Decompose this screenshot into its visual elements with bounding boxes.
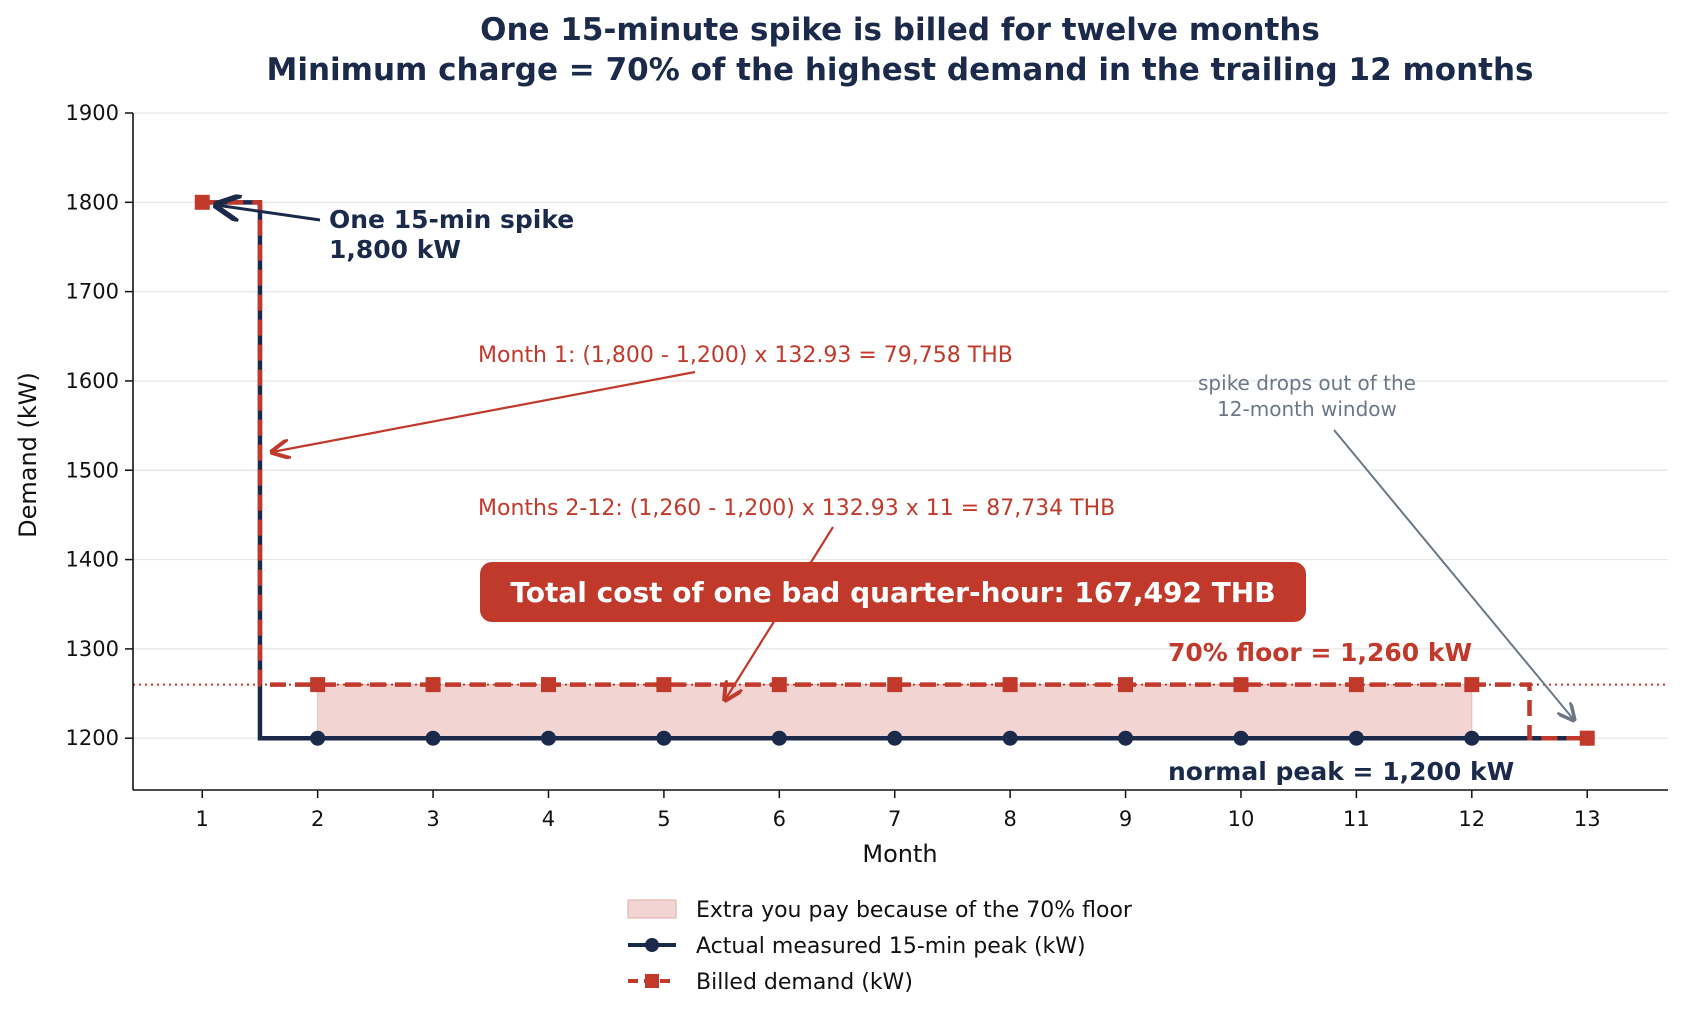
y-tick-label-1300: 1300 (66, 637, 119, 661)
total-cost-box: Total cost of one bad quarter-hour: 167,… (480, 562, 1306, 622)
actual-peak-point-month-7 (887, 730, 903, 746)
billed-demand-point-month-5 (656, 677, 672, 693)
billed-demand-point-month-12 (1464, 677, 1480, 693)
x-tick-label-1: 1 (196, 807, 209, 831)
legend-label-extra: Extra you pay because of the 70% floor (696, 898, 1133, 923)
legend-item-actual: Actual measured 15-min peak (kW) (628, 934, 1086, 959)
y-tick-label-1900: 1900 (66, 101, 119, 125)
legend-label-actual: Actual measured 15-min peak (kW) (696, 934, 1086, 959)
actual-peak-point-month-6 (771, 730, 787, 746)
actual-peak-point-month-11 (1348, 730, 1364, 746)
actual-peak-point-month-9 (1118, 730, 1134, 746)
chart-title: One 15-minute spike is billed for twelve… (480, 12, 1320, 48)
months2-12-label: Months 2-12: (1,260 - 1,200) x 132.93 x … (478, 496, 1115, 521)
billed-demand-point-month-11 (1348, 677, 1364, 693)
total-cost-label: Total cost of one bad quarter-hour: 167,… (510, 576, 1275, 609)
y-tick-label-1400: 1400 (66, 548, 119, 572)
actual-peak-point-month-2 (310, 730, 326, 746)
actual-peak-line (202, 200, 1588, 741)
x-tick-label-11: 11 (1343, 807, 1370, 831)
window-drop-label-line1: spike drops out of the (1198, 371, 1416, 395)
x-tick-label-2: 2 (311, 807, 324, 831)
billed-demand-point-month-9 (1118, 677, 1134, 693)
legend-item-billed: Billed demand (kW) (628, 970, 913, 995)
x-tick-label-3: 3 (426, 807, 439, 831)
billed-demand-point-month-2 (310, 677, 326, 693)
actual-peak-point-month-3 (425, 730, 441, 746)
total-cost-background (480, 562, 1306, 622)
y-tick-label-1500: 1500 (66, 458, 119, 482)
month1-label: Month 1: (1,800 - 1,200) x 132.93 = 79,7… (478, 343, 1013, 368)
legend-item-extra: Extra you pay because of the 70% floor (627, 898, 1133, 923)
gridlines (133, 112, 1668, 739)
billed-demand-point-month-13 (1579, 730, 1595, 746)
x-tick-label-7: 7 (888, 807, 901, 831)
spike-label-line2: 1,800 kW (329, 235, 461, 264)
x-axis-label: Month (862, 840, 937, 868)
actual-peak-point-month-8 (1002, 730, 1018, 746)
window-drop-arrow (1333, 429, 1574, 720)
billed-demand-point-month-6 (771, 677, 787, 693)
y-tick-label-1700: 1700 (66, 280, 119, 304)
actual-peak-point-month-12 (1464, 730, 1480, 746)
extra-cost-region (317, 684, 1473, 739)
x-tick-label-8: 8 (1003, 807, 1016, 831)
y-tick-label-1800: 1800 (66, 190, 119, 214)
normal-peak-label: normal peak = 1,200 kW (1168, 757, 1514, 786)
legend-label-billed: Billed demand (kW) (696, 970, 913, 995)
x-tick-label-13: 13 (1574, 807, 1601, 831)
billed-demand-point-month-1 (194, 194, 210, 210)
legend: Extra you pay because of the 70% floor A… (627, 898, 1133, 995)
y-tick-label-1200: 1200 (66, 726, 119, 750)
x-tick-label-12: 12 (1458, 807, 1485, 831)
months2-12-annotation: Months 2-12: (1,260 - 1,200) x 132.93 x … (478, 496, 1115, 700)
floor-label: 70% floor = 1,260 kW (1168, 638, 1472, 667)
extra-cost-area (317, 684, 1473, 739)
actual-peak-point-month-5 (656, 730, 672, 746)
legend-marker-billed (645, 974, 659, 988)
x-tick-label-10: 10 (1228, 807, 1255, 831)
chart-subtitle: Minimum charge = 70% of the highest dema… (267, 52, 1534, 88)
month1-annotation: Month 1: (1,800 - 1,200) x 132.93 = 79,7… (272, 343, 1013, 452)
y-axis-label: Demand (kW) (14, 372, 42, 538)
month1-arrow (272, 370, 696, 452)
x-tick-label-9: 9 (1119, 807, 1132, 831)
billed-demand-point-month-10 (1233, 677, 1249, 693)
series-lines (194, 194, 1595, 746)
billed-demand-point-month-3 (425, 677, 441, 693)
window-drop-label-line2: 12-month window (1217, 397, 1397, 421)
spike-label-line1: One 15-min spike (329, 205, 574, 234)
x-tick-label-5: 5 (657, 807, 670, 831)
x-tick-label-4: 4 (542, 807, 555, 831)
billed-demand-point-month-7 (887, 677, 903, 693)
actual-peak-point-month-10 (1233, 730, 1249, 746)
billed-demand-point-month-4 (540, 677, 556, 693)
y-tick-label-1600: 1600 (66, 369, 119, 393)
legend-swatch-extra (627, 899, 677, 919)
legend-marker-actual (645, 938, 659, 952)
actual-peak-point-month-4 (540, 730, 556, 746)
spike-arrow (216, 205, 321, 220)
billed-demand-point-month-8 (1002, 677, 1018, 693)
spike-annotation: One 15-min spike 1,800 kW (216, 205, 574, 264)
x-tick-label-6: 6 (773, 807, 786, 831)
window-drop-annotation: spike drops out of the 12-month window (1198, 371, 1574, 720)
